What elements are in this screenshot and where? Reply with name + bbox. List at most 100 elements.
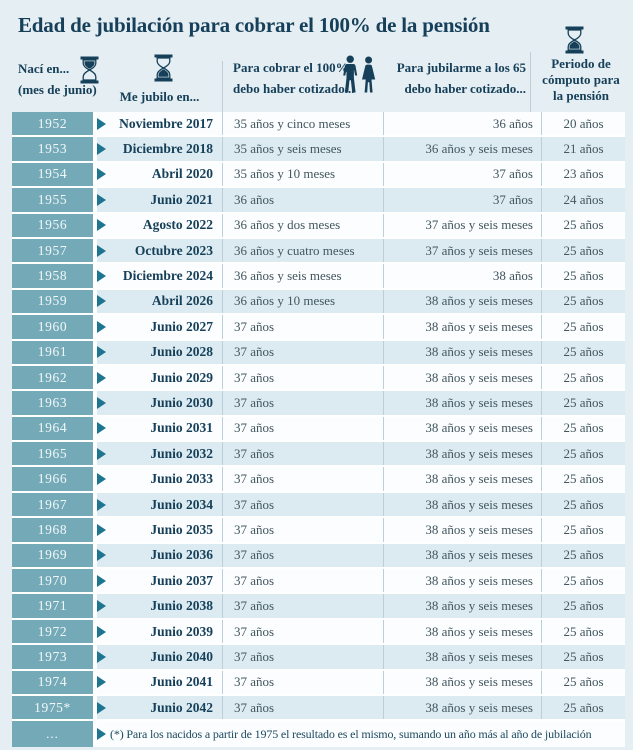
retirement-date-cell: Junio 2037 — [97, 569, 222, 592]
table-row: 1968 Junio 2035 37 años 38 años y seis m… — [12, 518, 625, 544]
year-cell: 1957 — [12, 238, 97, 263]
contributed-at-65-cell: 37 años — [383, 162, 541, 187]
compute-period-cell: 25 años — [541, 543, 625, 568]
compute-period-cell: 23 años — [541, 162, 625, 187]
year-cell: 1965 — [12, 442, 97, 466]
retirement-date-cell: Junio 2040 — [97, 645, 222, 668]
compute-period-cell: 25 años — [541, 695, 625, 720]
right-triangle-arrow-icon — [97, 498, 106, 511]
year-cell: 1975* — [12, 695, 97, 720]
table-row: 1965 Junio 2032 37 años 38 años y seis m… — [12, 442, 625, 468]
compute-period-cell: 25 años — [541, 645, 625, 669]
retirement-date: Abril 2026 — [151, 293, 213, 309]
contributed-at-65-cell: 36 años y seis meses — [383, 137, 541, 161]
contributed-at-65-cell: 37 años — [383, 188, 541, 212]
right-triangle-arrow-icon — [97, 728, 106, 741]
contributed-for-100-cell: 37 años — [222, 467, 383, 491]
compute-period-cell: 25 años — [541, 619, 625, 644]
right-triangle-arrow-icon — [97, 346, 106, 359]
retirement-date-cell: Noviembre 2017 — [97, 112, 222, 135]
retirement-date-cell: Junio 2036 — [97, 544, 222, 567]
table-row: 1953 Diciembre 2018 35 años y seis meses… — [12, 137, 625, 163]
header-divider — [222, 61, 223, 112]
retirement-date: Junio 2033 — [150, 471, 213, 487]
compute-period-cell: 25 años — [541, 213, 625, 237]
year-cell: 1970 — [12, 569, 97, 593]
contributed-for-100-cell: 36 años y dos meses — [222, 213, 383, 237]
contributed-for-100-cell: 37 años — [222, 543, 383, 568]
right-triangle-arrow-icon — [97, 193, 106, 206]
year-cell: 1968 — [12, 518, 97, 542]
contributed-at-65-cell: 38 años y seis meses — [383, 315, 541, 339]
right-triangle-arrow-icon — [97, 396, 106, 409]
right-triangle-arrow-icon — [97, 117, 106, 130]
retirement-date: Abril 2020 — [151, 166, 213, 182]
right-triangle-arrow-icon — [97, 219, 106, 232]
contributed-for-100-cell: 37 años — [222, 365, 383, 390]
column-header-born-in-sub: (mes de junio) — [18, 82, 97, 97]
contributed-for-100-cell: 37 años — [222, 315, 383, 339]
contributed-at-65-cell: 38 años y seis meses — [383, 391, 541, 415]
retirement-date: Junio 2038 — [150, 598, 213, 614]
footnote-year-cell: ... — [12, 721, 97, 747]
table-row: 1954 Abril 2020 35 años y 10 meses 37 añ… — [12, 162, 625, 189]
page-title: Edad de jubilación para cobrar el 100% d… — [18, 13, 490, 37]
compute-period-cell: 25 años — [541, 416, 625, 441]
right-triangle-arrow-icon — [97, 650, 106, 663]
retirement-date-cell: Octubre 2023 — [97, 239, 222, 262]
contributed-at-65-cell: 38 años y seis meses — [383, 695, 541, 720]
year-cell: 1961 — [12, 340, 97, 364]
right-triangle-arrow-icon — [97, 270, 106, 283]
column-header-compute-period: Periodo de cómputo para la pensión — [542, 56, 620, 103]
compute-period-cell: 20 años — [541, 112, 625, 136]
year-cell: 1971 — [12, 594, 97, 618]
contributed-for-100-cell: 36 años y seis meses — [222, 264, 383, 288]
contributed-at-65-cell: 38 años y seis meses — [383, 365, 541, 390]
retirement-date: Junio 2036 — [150, 547, 213, 563]
contributed-at-65-cell: 37 años y seis meses — [383, 213, 541, 237]
retirement-date-cell: Junio 2038 — [97, 594, 222, 617]
compute-period-cell: 25 años — [541, 391, 625, 415]
footnote-row: ... (*) Para los nacidos a partir de 1975… — [12, 721, 625, 747]
contributed-at-65-cell: 38 años y seis meses — [383, 543, 541, 568]
contributed-at-65-cell: 38 años y seis meses — [383, 569, 541, 593]
year-cell: 1953 — [12, 137, 97, 161]
column-header-born-in: Nací en... — [18, 61, 70, 76]
contributed-at-65-cell: 38 años y seis meses — [383, 492, 541, 517]
compute-period-cell: 25 años — [541, 569, 625, 593]
contributed-for-100-cell: 35 años y cinco meses — [222, 112, 383, 136]
year-cell: 1952 — [12, 112, 97, 136]
year-cell: 1964 — [12, 416, 97, 441]
table-row: 1961 Junio 2028 37 años 38 años y seis m… — [12, 340, 625, 366]
contributed-at-65-cell: 38 años — [383, 264, 541, 288]
contributed-at-65-cell: 37 años y seis meses — [383, 238, 541, 263]
column-header-contributed-100: Para cobrar el 100% debo haber cotizado.… — [233, 60, 355, 96]
year-cell: 1958 — [12, 264, 97, 288]
table-row: 1956 Agosto 2022 36 años y dos meses 37 … — [12, 213, 625, 239]
contributed-for-100-cell: 37 años — [222, 670, 383, 694]
compute-period-cell: 24 años — [541, 188, 625, 212]
table-row: 1962 Junio 2029 37 años 38 años y seis m… — [12, 365, 625, 392]
contributed-for-100-cell: 37 años — [222, 569, 383, 593]
retirement-date-cell: Diciembre 2024 — [97, 264, 222, 287]
compute-period-cell: 25 años — [541, 467, 625, 491]
right-triangle-arrow-icon — [97, 447, 106, 460]
contributed-at-65-cell: 36 años — [383, 112, 541, 136]
year-cell: 1955 — [12, 188, 97, 212]
compute-period-cell: 25 años — [541, 289, 625, 314]
retirement-date: Junio 2039 — [150, 623, 213, 639]
year-cell: 1956 — [12, 213, 97, 237]
right-triangle-arrow-icon — [97, 574, 106, 587]
compute-period-cell: 25 años — [541, 315, 625, 339]
compute-period-cell: 25 años — [541, 442, 625, 466]
year-cell: 1973 — [12, 645, 97, 669]
contributed-for-100-cell: 37 años — [222, 340, 383, 364]
table-row: 1963 Junio 2030 37 años 38 años y seis m… — [12, 391, 625, 417]
contributed-at-65-cell: 38 años y seis meses — [383, 594, 541, 618]
contributed-for-100-cell: 37 años — [222, 416, 383, 441]
retirement-date-cell: Junio 2027 — [97, 315, 222, 338]
table-row: 1975* Junio 2042 37 años 38 años y seis … — [12, 695, 625, 722]
table-body: 1952 Noviembre 2017 35 años y cinco mese… — [12, 112, 625, 747]
table-row: 1952 Noviembre 2017 35 años y cinco mese… — [12, 112, 625, 138]
year-cell: 1959 — [12, 289, 97, 314]
